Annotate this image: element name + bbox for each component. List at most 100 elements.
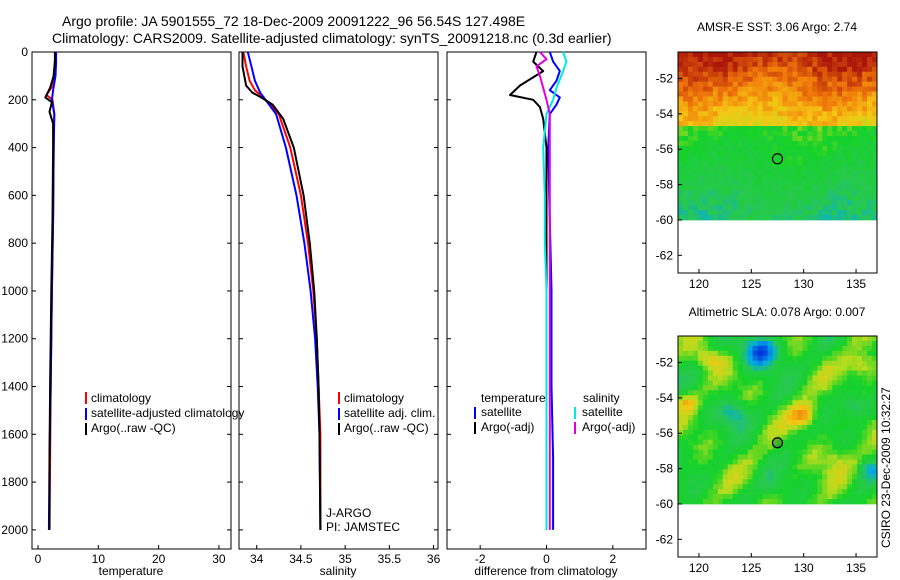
sst-map-cell bbox=[847, 91, 853, 97]
sla-map-xtick-label: 130 bbox=[794, 561, 814, 575]
sst-map-cell bbox=[762, 140, 768, 147]
sst-map-cell bbox=[782, 131, 788, 137]
sla-map-cell bbox=[737, 370, 744, 376]
sla-map-cell bbox=[687, 336, 694, 342]
sst-map-cell bbox=[678, 81, 684, 87]
sst-map-cell bbox=[678, 165, 684, 171]
sst-map-cell bbox=[777, 131, 783, 137]
sla-map-cell bbox=[817, 429, 823, 436]
sla-map-cell bbox=[757, 464, 763, 470]
sst-map-cell bbox=[797, 205, 803, 211]
sst-map-cell bbox=[777, 195, 783, 201]
sla-map-cell bbox=[777, 405, 783, 411]
sst-map-cell bbox=[747, 140, 754, 147]
sla-map-cell bbox=[802, 380, 808, 386]
sla-map-cell bbox=[822, 355, 828, 362]
sla-map-cell bbox=[752, 415, 759, 421]
sst-map-cell bbox=[687, 61, 694, 68]
sst-map-cell bbox=[782, 101, 788, 107]
sst-map-cell bbox=[717, 165, 724, 171]
sst-map-cell bbox=[807, 180, 813, 186]
sla-map-cell bbox=[797, 355, 803, 362]
sla-map-cell bbox=[787, 469, 793, 475]
sla-map-cell bbox=[857, 415, 863, 421]
sst-map-cell bbox=[687, 205, 694, 211]
sla-map-cell bbox=[742, 499, 749, 505]
sst-map-cell bbox=[717, 210, 724, 216]
sla-map-cell bbox=[702, 494, 709, 500]
sla-map-cell bbox=[807, 380, 813, 386]
sla-map-cell bbox=[787, 345, 793, 352]
sla-map-cell bbox=[862, 489, 868, 495]
sst-map-cell bbox=[682, 131, 689, 137]
sst-map-cell bbox=[832, 195, 838, 201]
sla-map-cell bbox=[797, 424, 803, 431]
sst-map-cell bbox=[802, 91, 808, 97]
sst-map-cell bbox=[867, 175, 873, 181]
sst-map-cell bbox=[807, 106, 813, 112]
sla-map-cell bbox=[837, 375, 843, 381]
sst-map-cell bbox=[802, 111, 808, 117]
sla-map-cell bbox=[742, 469, 749, 475]
sst-map-cell bbox=[822, 106, 828, 112]
sla-map-cell bbox=[862, 469, 868, 475]
sst-map-cell bbox=[742, 200, 749, 206]
sst-map-cell bbox=[772, 215, 778, 221]
sst-map-cell bbox=[862, 160, 868, 167]
sla-map-cell bbox=[682, 494, 689, 500]
sla-map-cell bbox=[802, 390, 808, 396]
sst-map-cell bbox=[777, 165, 783, 171]
sla-map-cell bbox=[682, 370, 689, 376]
sst-map-cell bbox=[757, 215, 763, 221]
sst-map-cell bbox=[732, 96, 739, 102]
sst-map-cell bbox=[802, 210, 808, 216]
temperature-series-argo bbox=[44, 52, 56, 530]
sla-map-cell bbox=[692, 336, 699, 342]
sst-map-cell bbox=[712, 76, 719, 83]
sst-map-cell bbox=[842, 86, 848, 92]
sst-map-cell bbox=[687, 210, 694, 216]
sst-map-cell bbox=[777, 205, 783, 211]
sla-map-cell bbox=[707, 380, 714, 386]
sst-map-cell bbox=[692, 150, 699, 157]
sst-map-cell bbox=[772, 195, 778, 201]
sla-map-cell bbox=[837, 454, 843, 460]
sst-map-cell bbox=[757, 190, 763, 196]
sst-map-cell bbox=[707, 215, 714, 221]
sla-map-cell bbox=[712, 370, 719, 376]
sla-map-cell bbox=[712, 380, 719, 386]
sla-map-cell bbox=[812, 469, 818, 475]
sst-map-cell bbox=[678, 175, 684, 181]
sst-map-cell bbox=[707, 175, 714, 181]
sla-map-cell bbox=[792, 400, 798, 406]
sla-map-cell bbox=[857, 400, 863, 406]
sla-map-cell bbox=[837, 499, 843, 505]
legend-climatology-label: climatology bbox=[344, 391, 404, 405]
sla-map-cell bbox=[807, 350, 813, 357]
sla-map-cell bbox=[807, 444, 813, 451]
sst-map-cell bbox=[732, 126, 739, 132]
sla-map-cell bbox=[842, 340, 848, 347]
sla-map-cell bbox=[707, 370, 714, 376]
sla-map-cell bbox=[822, 469, 828, 475]
sst-map-cell bbox=[827, 116, 833, 122]
sla-map-cell bbox=[847, 365, 853, 371]
sst-map-cell bbox=[697, 195, 704, 201]
sst-map-cell bbox=[832, 170, 838, 176]
sla-map-cell bbox=[757, 405, 763, 411]
sla-map-cell bbox=[682, 449, 689, 455]
sla-map-cell bbox=[732, 415, 739, 421]
sst-map-cell bbox=[837, 200, 843, 206]
sst-map-cell bbox=[747, 190, 754, 196]
sst-map-cell bbox=[817, 66, 823, 73]
sla-map-cell bbox=[857, 410, 863, 416]
sla-map-cell bbox=[717, 345, 724, 352]
sla-map-cell bbox=[732, 424, 739, 431]
sst-map-cell bbox=[777, 96, 783, 102]
sst-map-cell bbox=[767, 111, 773, 117]
sla-map-cell bbox=[732, 360, 739, 367]
sla-map-cell bbox=[678, 419, 684, 426]
sla-map-cell bbox=[772, 469, 778, 475]
sla-map-cell bbox=[747, 410, 754, 416]
sla-map-cell bbox=[832, 439, 838, 446]
